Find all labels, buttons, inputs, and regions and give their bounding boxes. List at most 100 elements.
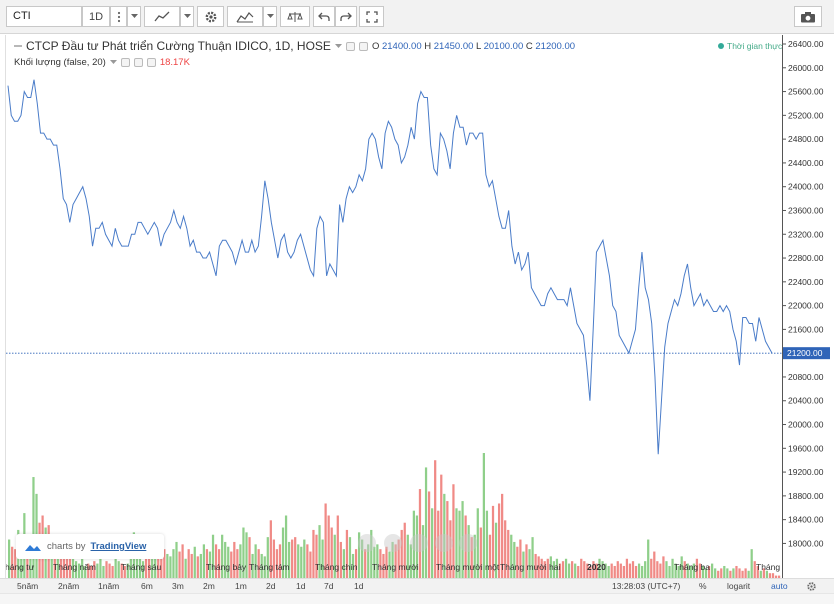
volume-bar [394,544,397,578]
range-button[interactable]: 1d [354,581,364,591]
volume-bar [32,477,35,578]
range-button[interactable]: 2m [203,581,215,591]
volume-bar [87,563,90,578]
volume-bar [455,508,458,578]
volume-bar [217,549,221,578]
collapse-minus-icon[interactable] [14,39,22,53]
volume-bar [138,553,142,578]
volume-bar [634,565,638,578]
range-button[interactable]: 1năm [98,581,120,591]
volume-bar [519,539,522,578]
volume-bar [81,558,84,578]
volume-bar [278,544,282,578]
y-axis-label: 20400.00 [788,396,824,406]
volume-bar [111,565,114,578]
volume-bar [59,556,62,578]
price-chart[interactable]: 26400.00 26000.00 25600.00 25200.00 24800.00… [6,35,830,590]
volume-bar [242,527,245,578]
legend-settings-icon[interactable] [358,41,368,51]
volume-bar [318,525,321,578]
volume-bar [388,551,391,578]
volume-bar [144,556,148,578]
y-axis-label: 26400.00 [788,39,824,49]
volume-bar [461,501,464,578]
volume-bar [534,553,537,578]
range-button[interactable]: 6m [141,581,153,591]
y-axis-label: 26000.00 [788,63,824,73]
realtime-indicator: Thời gian thực [718,41,782,51]
volume-bar [479,527,482,578]
volume-bar [701,565,705,578]
volume-bar [71,558,75,578]
volume-bar [753,561,756,578]
volume-bar [297,544,300,578]
range-button[interactable]: 1m [235,581,247,591]
volume-bar [166,553,169,578]
nav-control-icon [410,534,428,552]
indicators-icon[interactable] [227,6,263,27]
volume-bar [574,563,577,578]
volume-bar [497,503,501,578]
chart-area[interactable]: 26400.00 26000.00 25600.00 25200.00 24800.00… [5,35,830,590]
volume-bar [586,563,589,578]
volume-bar [227,546,230,578]
volume-close-icon[interactable] [146,58,156,67]
clock-timezone[interactable]: 13:28:03 (UTC+7) [612,581,681,591]
range-button[interactable]: 3m [172,581,184,591]
volume-bar [254,544,257,578]
volume-bar [741,570,744,578]
volume-eye-icon[interactable] [120,58,130,67]
volume-bar [300,546,303,578]
x-axis-label: Tháng [756,562,780,572]
redo-icon[interactable] [335,6,357,27]
volume-bar [160,558,163,578]
fullscreen-icon[interactable] [359,6,384,27]
volume-bar [546,558,549,578]
y-axis-label: 19600.00 [788,443,824,453]
volume-bar [717,570,720,578]
title-dropdown-icon[interactable] [334,43,342,49]
volume-bar [68,553,72,578]
volume-bar [157,551,160,578]
chart-style-dropdown-icon[interactable] [180,6,194,27]
x-axis-label: Tháng mười [372,562,419,572]
symbol-input[interactable]: CTI [6,6,82,27]
tradingview-logo[interactable]: charts by TradingView [16,534,164,559]
scale-settings-gear-icon[interactable] [806,581,817,592]
volume-dropdown-icon[interactable] [109,60,117,65]
volume-label: Khối lượng (false, 20) [14,57,106,68]
undo-icon[interactable] [313,6,335,27]
volume-bar [53,546,56,578]
volume-bar [74,561,78,578]
volume-bar [592,561,595,578]
interval-dropdown-icon[interactable] [127,6,141,27]
log-scale-toggle[interactable]: logarit [727,581,751,591]
indicators-dropdown-icon[interactable] [263,6,277,27]
snapshot-camera-icon[interactable] [794,6,822,27]
volume-bar [370,529,373,578]
volume-bar [601,561,604,578]
volume-bar [714,568,717,578]
volume-bar [20,551,23,578]
more-intervals-icon[interactable] [110,6,127,27]
volume-settings-icon[interactable] [133,58,143,67]
chart-style-icon[interactable] [144,6,180,27]
volume-bar [616,561,619,578]
interval-button[interactable]: 1D [82,6,110,27]
range-button[interactable]: 2năm [58,581,80,591]
range-button[interactable]: 2d [266,581,276,591]
auto-scale-toggle[interactable]: auto [771,581,788,591]
volume-bar [540,558,543,578]
visibility-eye-icon[interactable] [345,41,355,51]
volume-bar [236,549,239,578]
percent-toggle[interactable]: % [699,581,707,591]
range-button[interactable]: 5năm [17,581,39,591]
logo-brand-link[interactable]: TradingView [90,541,147,552]
bottom-range-bar: 5năm 2năm 1năm 6m 3m 2m 1m 2d 1d 7d 1d 1… [0,578,834,593]
settings-gear-icon[interactable] [197,6,224,27]
range-button[interactable]: 1d [296,581,306,591]
range-button[interactable]: 7d [324,581,334,591]
realtime-label: Thời gian thực [727,41,783,51]
compare-scale-icon[interactable] [280,6,310,27]
volume-bar [558,563,562,578]
